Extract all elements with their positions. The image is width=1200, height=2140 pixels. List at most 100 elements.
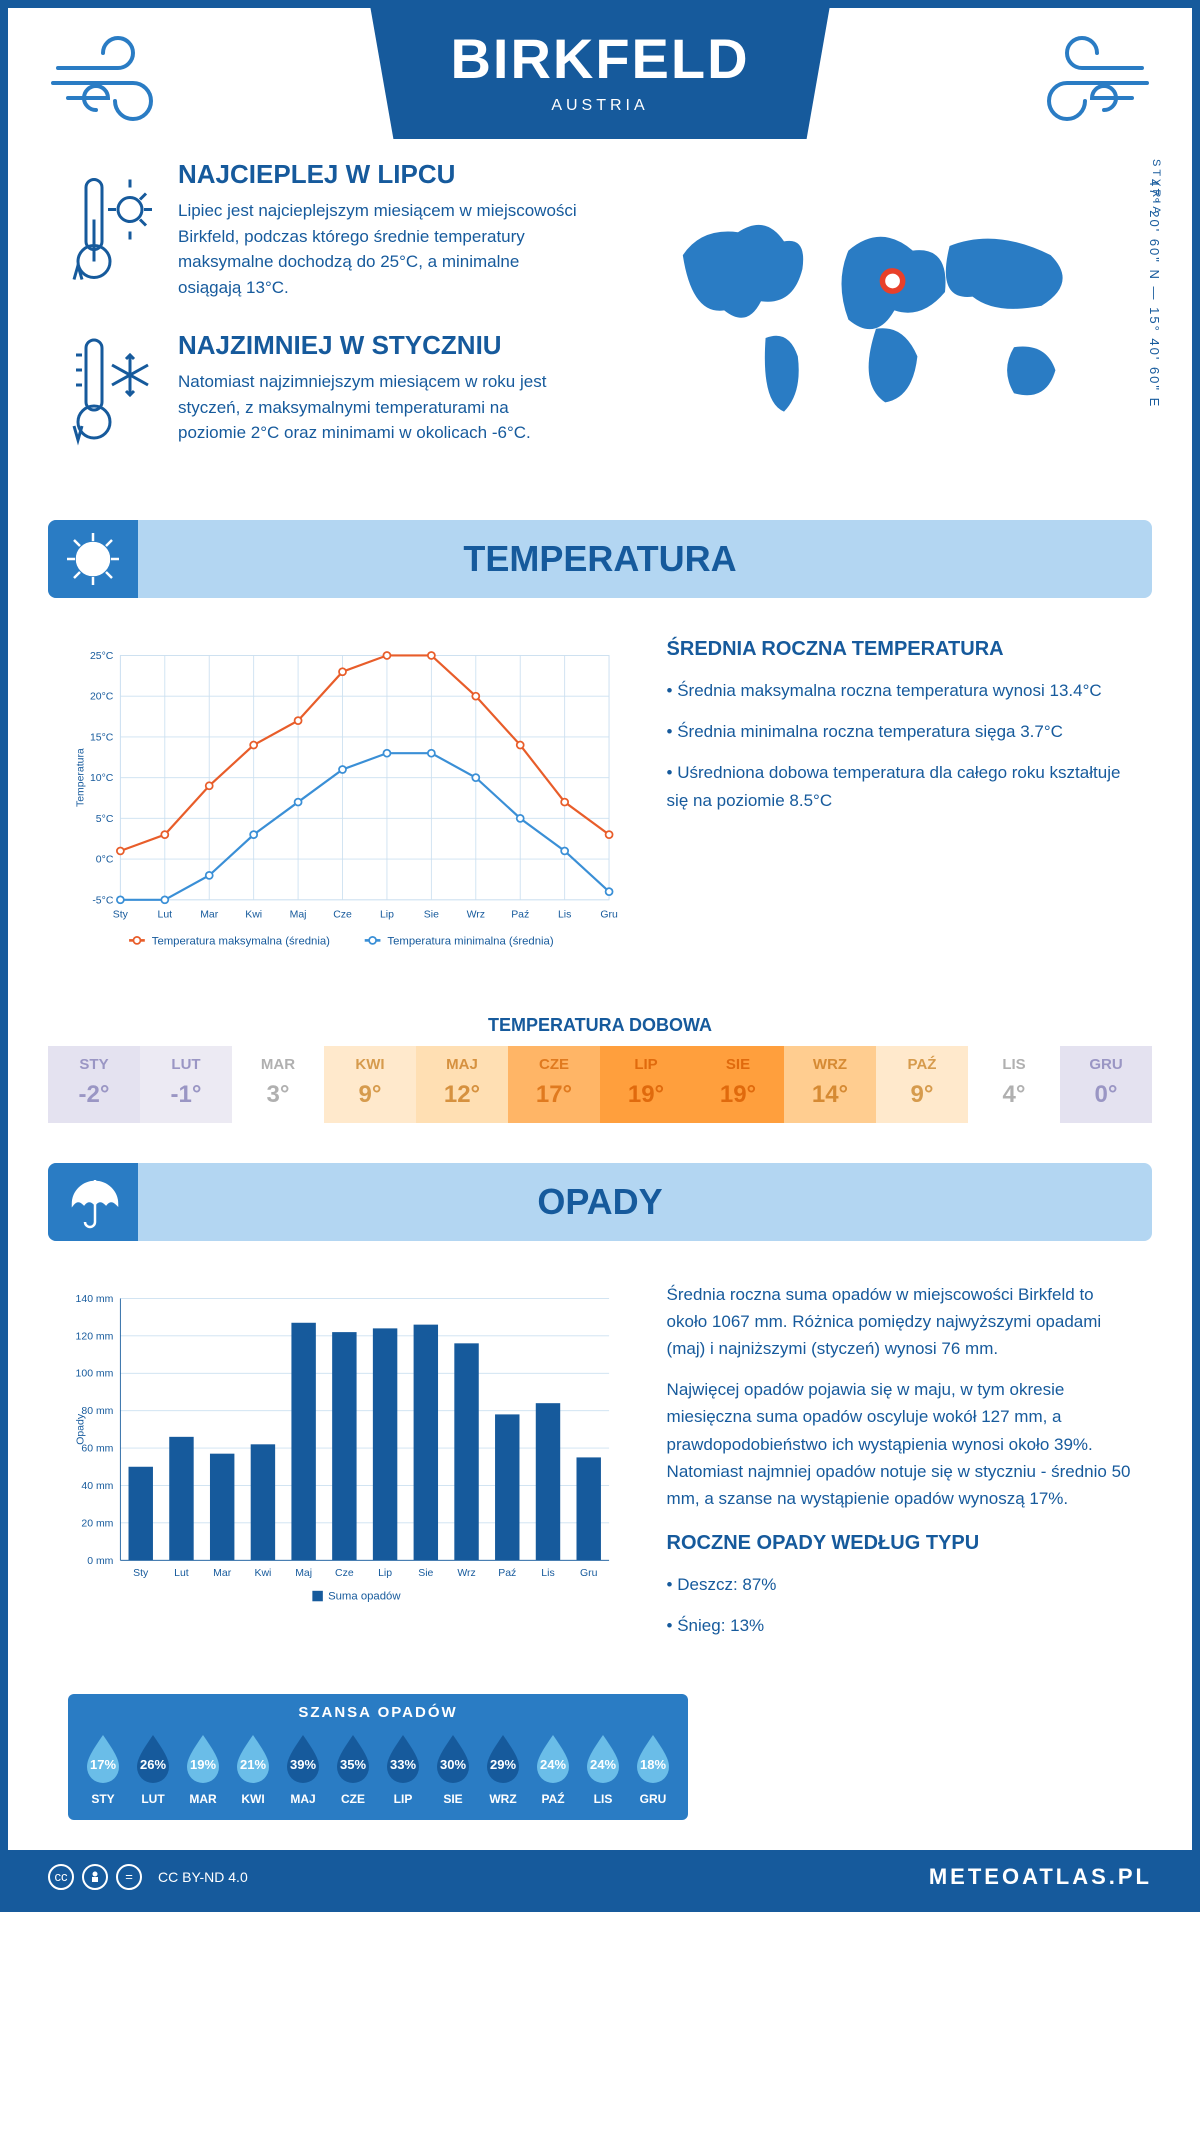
svg-text:Kwi: Kwi [245,909,262,920]
temp-chart: -5°C0°C5°C10°C15°C20°C25°CStyLutMarKwiMa… [68,638,627,975]
chance-drop: 24%LIS [580,1731,626,1806]
license-block: cc = CC BY-ND 4.0 [48,1864,248,1890]
chance-row: 17%STY26%LUT19%MAR21%KWI39%MAJ35%CZE33%L… [80,1731,676,1806]
svg-text:26%: 26% [140,1757,166,1772]
header: BIRKFELD AUSTRIA [8,8,1192,139]
svg-text:35%: 35% [340,1757,366,1772]
temp-cell: WRZ14° [784,1046,876,1123]
svg-text:140 mm: 140 mm [76,1294,114,1305]
svg-text:Sie: Sie [418,1568,433,1579]
cc-icon: cc [48,1864,74,1890]
svg-text:Cze: Cze [335,1568,354,1579]
temp-cell: GRU0° [1060,1046,1152,1123]
chance-title: SZANSA OPADÓW [80,1704,676,1721]
hot-text: Lipiec jest najcieplejszym miesiącem w m… [178,198,580,300]
svg-text:Lut: Lut [174,1568,189,1579]
svg-text:19%: 19% [190,1757,216,1772]
svg-text:20 mm: 20 mm [81,1518,113,1529]
hot-title: NAJCIEPLEJ W LIPCU [178,159,580,190]
svg-text:Lip: Lip [380,909,394,920]
chance-drop: 17%STY [80,1731,126,1806]
svg-text:100 mm: 100 mm [76,1368,114,1379]
svg-text:10°C: 10°C [90,773,114,784]
svg-text:Gru: Gru [580,1568,598,1579]
footer: cc = CC BY-ND 4.0 METEOATLAS.PL [8,1850,1192,1904]
chance-drop: 19%MAR [180,1731,226,1806]
chance-drop: 35%CZE [330,1731,376,1806]
thermometer-sun-icon [68,159,158,300]
temp-side-p1: • Średnia maksymalna roczna temperatura … [667,677,1132,704]
svg-text:17%: 17% [90,1757,116,1772]
svg-text:30%: 30% [440,1757,466,1772]
chance-drop: 33%LIP [380,1731,426,1806]
cold-fact: NAJZIMNIEJ W STYCZNIU Natomiast najzimni… [68,330,580,450]
nd-icon: = [116,1864,142,1890]
world-map-icon [646,200,1106,439]
section-banner-precip: OPADY [48,1163,1152,1241]
svg-text:0 mm: 0 mm [87,1555,113,1566]
svg-text:Opady: Opady [76,1413,87,1445]
svg-text:Lut: Lut [158,909,173,920]
svg-text:Sie: Sie [424,909,439,920]
svg-text:Maj: Maj [290,909,307,920]
temp-cell: CZE17° [508,1046,600,1123]
svg-text:33%: 33% [390,1757,416,1772]
sun-corner-icon [48,520,138,598]
svg-text:24%: 24% [540,1757,566,1772]
footer-brand: METEOATLAS.PL [929,1864,1152,1890]
temp-cell: MAR3° [232,1046,324,1123]
chance-drop: 39%MAJ [280,1731,326,1806]
temp-cell: PAŹ9° [876,1046,968,1123]
precip-chart: 0 mm20 mm40 mm60 mm80 mm100 mm120 mm140 … [68,1281,627,1654]
precip-type-snow: • Śnieg: 13% [667,1612,1132,1639]
chance-drop: 24%PAŹ [530,1731,576,1806]
by-icon [82,1864,108,1890]
precip-type-rain: • Deszcz: 87% [667,1571,1132,1598]
svg-text:Gru: Gru [600,909,618,920]
precip-p1: Średnia roczna suma opadów w miejscowośc… [667,1281,1132,1363]
chance-drop: 26%LUT [130,1731,176,1806]
section-title-precip: OPADY [537,1181,662,1222]
wind-icon-right [1012,28,1152,128]
svg-text:Lip: Lip [378,1568,392,1579]
cold-text: Natomiast najzimniejszym miesiącem w rok… [178,369,580,446]
svg-text:Sty: Sty [113,909,129,920]
country-subtitle: AUSTRIA [450,97,749,115]
temp-side-text: ŚREDNIA ROCZNA TEMPERATURA • Średnia mak… [667,638,1132,975]
temp-area: -5°C0°C5°C10°C15°C20°C25°CStyLutMarKwiMa… [8,618,1192,995]
svg-text:25°C: 25°C [90,651,114,662]
chance-drop: 30%SIE [430,1731,476,1806]
svg-text:-5°C: -5°C [92,895,113,906]
intro-facts: NAJCIEPLEJ W LIPCU Lipiec jest najcieple… [68,159,580,480]
svg-text:Wrz: Wrz [457,1568,475,1579]
svg-text:Kwi: Kwi [254,1568,271,1579]
coordinates: 47° 20' 60" N — 15° 40' 60" E [1147,179,1162,408]
thermometer-snow-icon [68,330,158,450]
svg-text:Suma opadów: Suma opadów [328,1590,401,1602]
svg-text:5°C: 5°C [96,814,114,825]
world-map-container: STYRIA 47° 20' 60" N — 15° 40' 60" E [620,159,1132,480]
page-frame: BIRKFELD AUSTRIA [0,0,1200,1912]
svg-text:Mar: Mar [213,1568,232,1579]
svg-text:18%: 18% [640,1757,666,1772]
svg-text:Temperatura: Temperatura [76,748,87,807]
precip-p2: Najwięcej opadów pojawia się w maju, w t… [667,1376,1132,1512]
svg-text:Temperatura maksymalna (średni: Temperatura maksymalna (średnia) [152,935,330,947]
svg-text:21%: 21% [240,1757,266,1772]
title-banner: BIRKFELD AUSTRIA [370,8,829,139]
city-title: BIRKFELD [450,26,749,91]
svg-text:15°C: 15°C [90,732,114,743]
temp-cell: STY-2° [48,1046,140,1123]
section-banner-temp: TEMPERATURA [48,520,1152,598]
precip-area: 0 mm20 mm40 mm60 mm80 mm100 mm120 mm140 … [8,1261,1192,1674]
umbrella-corner-icon [48,1163,138,1241]
hot-fact: NAJCIEPLEJ W LIPCU Lipiec jest najcieple… [68,159,580,300]
svg-text:Paź: Paź [498,1568,516,1579]
intro-section: NAJCIEPLEJ W LIPCU Lipiec jest najcieple… [8,139,1192,500]
svg-text:20°C: 20°C [90,692,114,703]
svg-text:24%: 24% [590,1757,616,1772]
chance-drop: 18%GRU [630,1731,676,1806]
svg-text:Temperatura minimalna (średnia: Temperatura minimalna (średnia) [387,935,553,947]
svg-text:120 mm: 120 mm [76,1331,114,1342]
temp-cell: KWI9° [324,1046,416,1123]
